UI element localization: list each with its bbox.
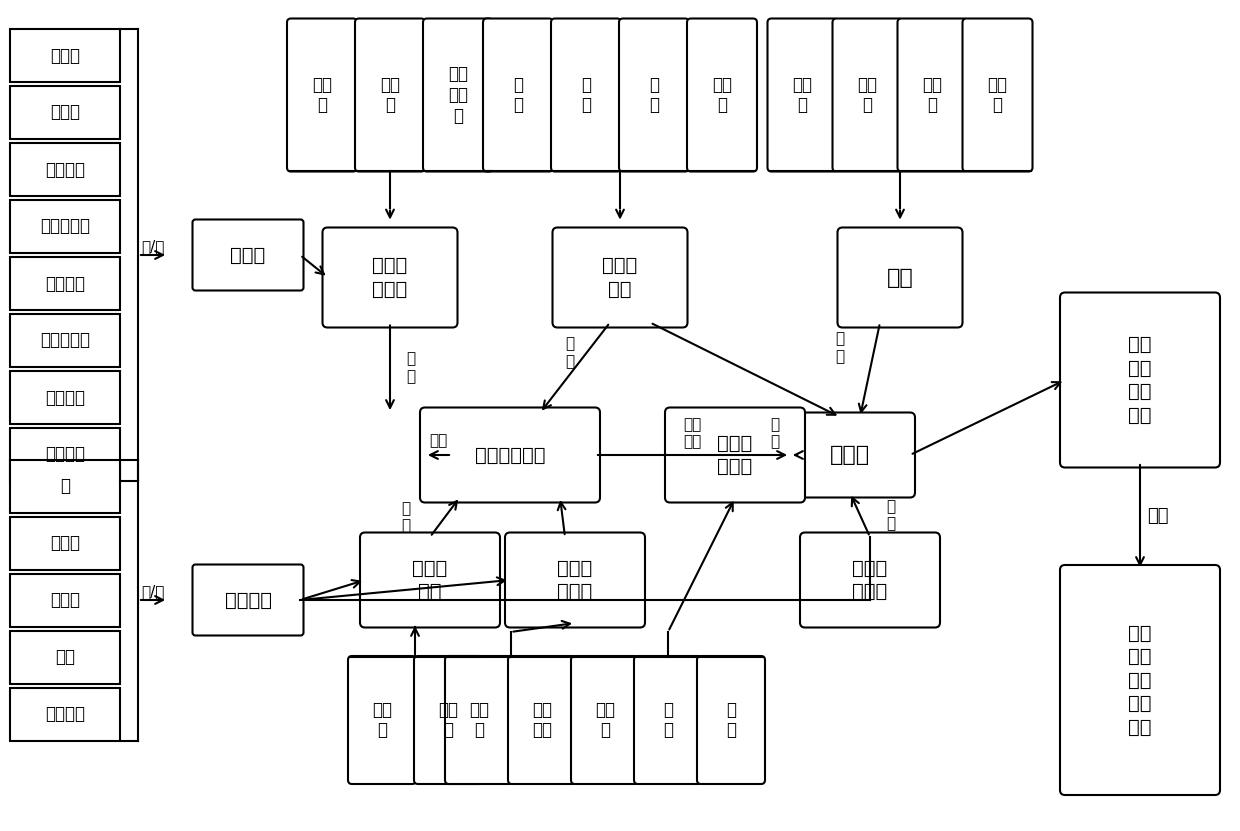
FancyBboxPatch shape <box>505 533 645 627</box>
Text: 剩余分
散介质: 剩余分 散介质 <box>852 558 888 602</box>
Bar <box>10 460 120 513</box>
FancyBboxPatch shape <box>322 228 458 327</box>
Text: 消泡
剂: 消泡 剂 <box>923 76 942 115</box>
Text: 二甲苯: 二甲苯 <box>50 534 81 552</box>
Bar <box>10 573 120 627</box>
Text: 环氧树脂: 环氧树脂 <box>45 274 86 293</box>
Bar <box>10 257 120 310</box>
Text: 增强
换热
防腐
涂层
材料: 增强 换热 防腐 涂层 材料 <box>1128 623 1152 736</box>
Text: 增强
换热
防腐
涂料: 增强 换热 防腐 涂料 <box>1128 335 1152 425</box>
Bar <box>10 29 120 82</box>
Bar <box>10 428 120 481</box>
Bar <box>10 517 120 569</box>
Text: 加
入: 加 入 <box>401 501 410 534</box>
Text: 加
入: 加 入 <box>405 352 415 384</box>
FancyBboxPatch shape <box>962 18 1033 171</box>
FancyBboxPatch shape <box>348 656 415 784</box>
Text: 有机硅树脂: 有机硅树脂 <box>40 218 91 235</box>
Text: 磷酸
锌: 磷酸 锌 <box>312 76 332 115</box>
FancyBboxPatch shape <box>355 18 425 171</box>
Text: 施工: 施工 <box>1147 507 1169 525</box>
FancyBboxPatch shape <box>785 412 915 498</box>
Text: 搅拌: 搅拌 <box>429 434 448 449</box>
Text: 铝
粉: 铝 粉 <box>649 76 658 115</box>
Text: 加
入: 加 入 <box>836 332 844 364</box>
Text: 正丁醇: 正丁醇 <box>50 591 81 609</box>
Text: 水: 水 <box>60 477 69 495</box>
Text: 均质化: 均质化 <box>830 445 870 465</box>
Text: 高热导
材料: 高热导 材料 <box>603 256 637 299</box>
FancyBboxPatch shape <box>687 18 756 171</box>
FancyBboxPatch shape <box>484 18 553 171</box>
FancyBboxPatch shape <box>553 228 687 327</box>
FancyBboxPatch shape <box>837 228 962 327</box>
FancyBboxPatch shape <box>800 533 940 627</box>
Text: 和/或: 和/或 <box>141 239 165 254</box>
FancyBboxPatch shape <box>768 18 837 171</box>
Text: 硅酸盐: 硅酸盐 <box>50 104 81 121</box>
FancyBboxPatch shape <box>192 219 304 291</box>
Bar <box>10 143 120 196</box>
Text: 缓慢
搅拌: 缓慢 搅拌 <box>683 417 702 450</box>
FancyBboxPatch shape <box>570 656 639 784</box>
Text: 助剂: 助剂 <box>887 268 914 288</box>
Bar <box>10 314 120 367</box>
Bar <box>10 371 120 424</box>
Text: 高辐射
率材料: 高辐射 率材料 <box>718 434 753 476</box>
FancyBboxPatch shape <box>414 656 482 784</box>
Text: 碳化
硅: 碳化 硅 <box>469 701 489 740</box>
FancyBboxPatch shape <box>1060 293 1220 468</box>
Text: 三聚
磷酸
铝: 三聚 磷酸 铝 <box>448 65 467 125</box>
FancyBboxPatch shape <box>832 18 903 171</box>
Text: 银
粉: 银 粉 <box>582 76 591 115</box>
Bar <box>10 631 120 684</box>
FancyBboxPatch shape <box>898 18 967 171</box>
Text: 流平
剂: 流平 剂 <box>858 76 878 115</box>
FancyBboxPatch shape <box>423 18 494 171</box>
Text: 加
入: 加 入 <box>565 337 574 369</box>
FancyBboxPatch shape <box>420 407 600 503</box>
FancyBboxPatch shape <box>286 18 357 171</box>
Text: 石
墨: 石 墨 <box>725 701 737 740</box>
Text: 聚硅氧烷: 聚硅氧烷 <box>45 160 86 179</box>
FancyBboxPatch shape <box>634 656 702 784</box>
Text: 氮化
硅: 氮化 硅 <box>438 701 458 740</box>
Text: 分散
剂: 分散 剂 <box>792 76 812 115</box>
Text: 丙烯酸树脂: 丙烯酸树脂 <box>40 332 91 350</box>
Text: 防沉
剂: 防沉 剂 <box>987 76 1007 115</box>
Text: 高辐射
率材料: 高辐射 率材料 <box>557 558 593 602</box>
FancyBboxPatch shape <box>551 18 621 171</box>
Text: 高热导
材料: 高热导 材料 <box>413 558 448 602</box>
FancyBboxPatch shape <box>697 656 765 784</box>
FancyBboxPatch shape <box>665 407 805 503</box>
Text: 耐热防
腐颜料: 耐热防 腐颜料 <box>372 256 408 299</box>
Text: 第一混合物料: 第一混合物料 <box>475 445 546 465</box>
Text: 加
入: 加 入 <box>887 499 895 531</box>
Text: 乙醇: 乙醇 <box>55 648 74 666</box>
Text: 石墨
烯: 石墨 烯 <box>712 76 732 115</box>
Text: 呋喃树脂: 呋喃树脂 <box>45 445 86 464</box>
Bar <box>10 200 120 253</box>
Text: 磷酸盐: 磷酸盐 <box>50 47 81 65</box>
Text: 氧化
铬绿: 氧化 铬绿 <box>532 701 552 740</box>
Text: 醋酸丁酯: 醋酸丁酯 <box>45 705 86 723</box>
Text: 铜
粉: 铜 粉 <box>513 76 523 115</box>
FancyBboxPatch shape <box>619 18 689 171</box>
FancyBboxPatch shape <box>360 533 500 627</box>
Text: 粘结剂: 粘结剂 <box>231 245 265 264</box>
FancyBboxPatch shape <box>445 656 513 784</box>
Bar <box>10 687 120 740</box>
Text: 分散介质: 分散介质 <box>224 591 272 609</box>
Text: 醇酸树脂: 醇酸树脂 <box>45 389 86 406</box>
Text: 铜铬
黑: 铜铬 黑 <box>595 701 615 740</box>
FancyBboxPatch shape <box>192 564 304 636</box>
Text: 炭
黑: 炭 黑 <box>663 701 673 740</box>
Text: 氮化
铝: 氮化 铝 <box>372 701 392 740</box>
Text: 加
入: 加 入 <box>770 417 780 450</box>
Bar <box>10 86 120 139</box>
Text: 和/或: 和/或 <box>141 584 165 599</box>
Text: 氧化
锌: 氧化 锌 <box>379 76 401 115</box>
FancyBboxPatch shape <box>508 656 577 784</box>
FancyBboxPatch shape <box>1060 565 1220 795</box>
